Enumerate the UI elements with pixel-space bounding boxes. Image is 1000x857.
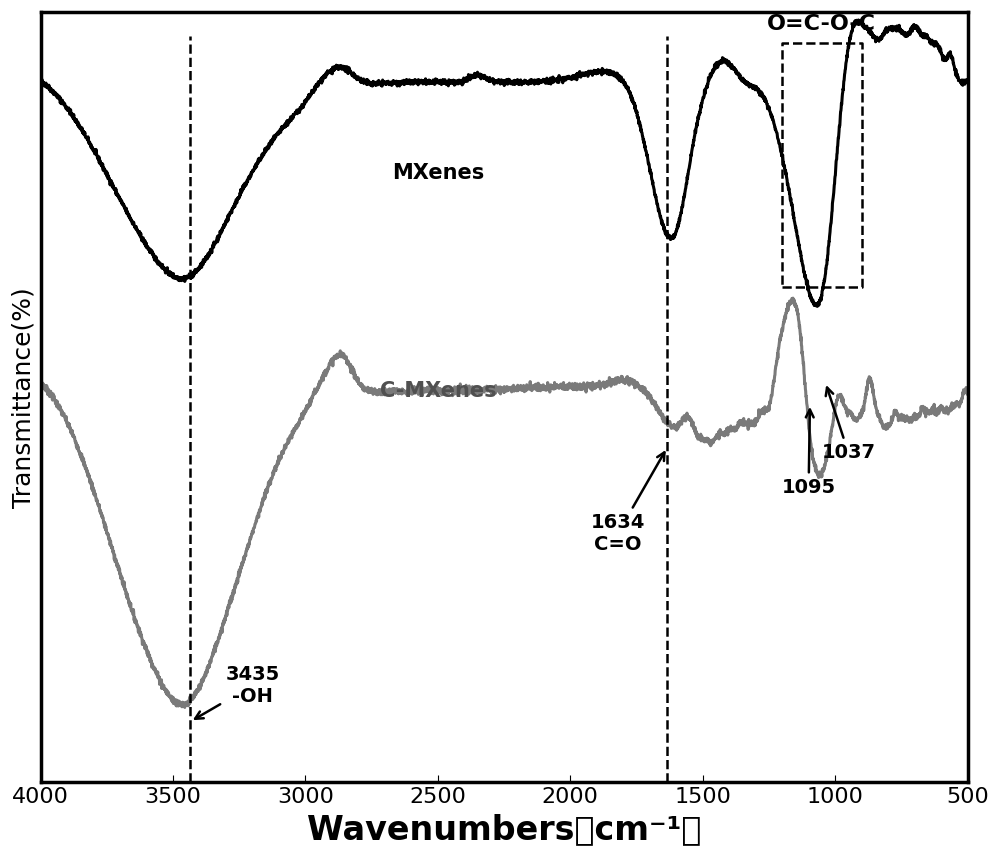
Text: 1037: 1037 [821,387,875,462]
Y-axis label: Transmittance(%): Transmittance(%) [11,287,35,508]
Text: MXenes: MXenes [392,164,484,183]
Text: C-MXenes: C-MXenes [380,381,496,401]
Text: 1095: 1095 [782,410,836,497]
Text: O=C-O-C: O=C-O-C [767,15,876,34]
Text: 1634
C=O: 1634 C=O [591,452,664,554]
Text: 3435
-OH: 3435 -OH [195,665,280,719]
X-axis label: Wavenumbers（cm⁻¹）: Wavenumbers（cm⁻¹） [307,813,701,846]
